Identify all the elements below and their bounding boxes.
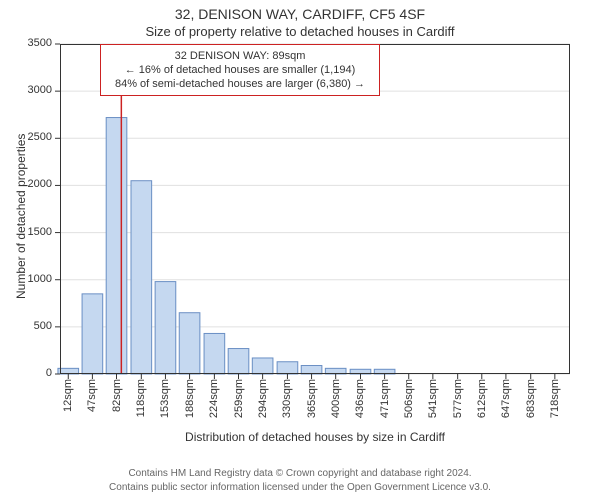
x-tick-label: 12sqm — [62, 379, 74, 429]
x-tick-label: 330sqm — [281, 379, 293, 429]
x-tick-label: 718sqm — [549, 379, 561, 429]
x-tick-label: 471sqm — [379, 379, 391, 429]
x-tick-label: 153sqm — [159, 379, 171, 429]
x-tick-label: 294sqm — [257, 379, 269, 429]
footer-line-1: Contains HM Land Registry data © Crown c… — [0, 468, 600, 479]
y-tick-label: 500 — [0, 320, 52, 332]
x-tick-label: 259sqm — [233, 379, 245, 429]
page-title: 32, DENISON WAY, CARDIFF, CF5 4SF — [0, 6, 600, 22]
x-tick-label: 541sqm — [427, 379, 439, 429]
x-tick-label: 47sqm — [86, 379, 98, 429]
x-tick-label: 118sqm — [135, 379, 147, 429]
annotation-line-3: 84% of semi-detached houses are larger (… — [109, 77, 371, 91]
annotation-line-1: 32 DENISON WAY: 89sqm — [109, 49, 371, 63]
y-tick-label: 2500 — [0, 131, 52, 143]
annotation-line-2: ← 16% of detached houses are smaller (1,… — [109, 63, 371, 77]
y-tick-label: 2000 — [0, 178, 52, 190]
y-tick-label: 1000 — [0, 273, 52, 285]
x-tick-label: 188sqm — [184, 379, 196, 429]
x-tick-label: 82sqm — [111, 379, 123, 429]
x-tick-label: 647sqm — [500, 379, 512, 429]
x-tick-label: 436sqm — [354, 379, 366, 429]
x-axis-label: Distribution of detached houses by size … — [60, 430, 570, 444]
x-tick-label: 400sqm — [330, 379, 342, 429]
x-tick-label: 224sqm — [208, 379, 220, 429]
x-tick-label: 506sqm — [403, 379, 415, 429]
page-subtitle: Size of property relative to detached ho… — [0, 24, 600, 39]
x-tick-label: 683sqm — [525, 379, 537, 429]
x-tick-label: 577sqm — [452, 379, 464, 429]
y-tick-label: 0 — [0, 367, 52, 379]
y-tick-label: 3500 — [0, 37, 52, 49]
y-tick-label: 3000 — [0, 84, 52, 96]
y-tick-label: 1500 — [0, 226, 52, 238]
chart-container: 32, DENISON WAY, CARDIFF, CF5 4SF Size o… — [0, 0, 600, 500]
x-tick-label: 612sqm — [476, 379, 488, 429]
annotation-box: 32 DENISON WAY: 89sqm ← 16% of detached … — [100, 44, 380, 96]
footer-line-2: Contains public sector information licen… — [0, 482, 600, 493]
x-tick-label: 365sqm — [306, 379, 318, 429]
